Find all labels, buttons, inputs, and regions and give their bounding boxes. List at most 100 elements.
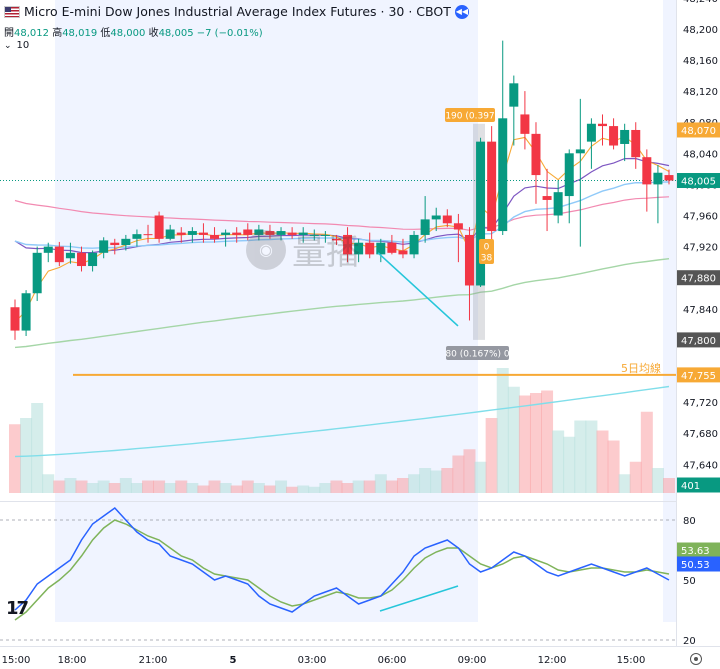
volume-bar <box>663 478 675 493</box>
candle-body <box>376 242 386 255</box>
volume-bar <box>64 478 77 493</box>
candle-body <box>88 252 98 267</box>
price-tick: 47,680 <box>683 429 718 440</box>
volume-bar <box>463 449 476 493</box>
candle-body <box>520 114 530 134</box>
measure-top-label-box <box>445 108 495 122</box>
open-value: 48,012 <box>14 28 49 39</box>
price-label-box <box>677 332 720 348</box>
indicator-label-box <box>677 542 720 558</box>
volume-bar <box>496 368 509 493</box>
time-tick: 21:00 <box>139 655 168 666</box>
chevron-down-icon[interactable]: ⌄ <box>4 40 12 51</box>
candle-body <box>298 232 308 235</box>
watermark-text: 量播 <box>292 233 360 273</box>
volume-bar <box>430 470 443 493</box>
volume-bar <box>142 480 155 493</box>
volume-bar <box>153 480 166 493</box>
volume-bar <box>219 483 232 493</box>
candle-body <box>553 192 563 216</box>
candle-body <box>509 83 519 107</box>
volume-bar <box>618 474 631 493</box>
volume-bar <box>474 461 487 493</box>
price-label-box <box>677 270 720 286</box>
candle-body <box>110 242 120 246</box>
time-tick: 12:00 <box>538 655 567 666</box>
candle-body <box>464 234 474 286</box>
session-highlight-2 <box>663 0 676 622</box>
candle-body <box>176 232 186 235</box>
volume-bar <box>330 480 343 493</box>
candle-body <box>287 232 297 235</box>
indicator-tick: 80 <box>683 516 696 527</box>
candle-body <box>221 232 231 235</box>
candle-body <box>476 141 486 286</box>
indicator-tick: 50 <box>683 576 696 587</box>
candle-body <box>387 242 397 253</box>
symbol-row: Micro E-mini Dow Jones Industrial Averag… <box>4 4 469 19</box>
change-value: −7 (−0.01%) <box>196 28 263 39</box>
indicator-legend[interactable]: ⌄ 10 <box>4 40 29 51</box>
market-status-icon[interactable]: ◀◀ <box>454 4 469 19</box>
candle-body <box>21 293 31 331</box>
indicator-label-box <box>677 556 720 572</box>
volume-bar <box>596 430 609 493</box>
price-label: 401 <box>681 481 700 492</box>
volume-bar <box>341 483 354 493</box>
candle-body <box>431 215 441 220</box>
candle-body <box>642 157 652 185</box>
candle-body <box>54 246 64 263</box>
volume-bar <box>119 478 132 493</box>
price-tick: 47,920 <box>683 243 718 254</box>
price-tick: 47,840 <box>683 305 718 316</box>
candle-body <box>564 153 574 197</box>
volume-bar <box>507 386 520 493</box>
time-tick: 06:00 <box>378 655 407 666</box>
candle-body <box>210 234 220 239</box>
candle-body <box>165 229 175 239</box>
candle-body <box>354 242 364 255</box>
volume-bar <box>175 480 188 493</box>
volume-bar <box>86 483 99 493</box>
price-tick: 48,200 <box>683 25 718 36</box>
candle-body <box>198 232 208 235</box>
volume-bar <box>352 480 365 493</box>
candle-body <box>453 223 463 230</box>
long-term-average-line <box>14 385 670 458</box>
candle-body <box>331 238 341 241</box>
session-highlight <box>55 0 478 622</box>
volume-bar <box>186 483 199 493</box>
measure-mid2-label: 38 <box>481 254 493 264</box>
symbol-title[interactable]: Micro E-mini Dow Jones Industrial Averag… <box>24 4 451 19</box>
us-flag-icon <box>4 5 20 18</box>
watermark: ◉ 量播 <box>246 225 360 274</box>
volume-bar <box>541 390 554 493</box>
volume-bar <box>585 420 598 493</box>
volume-bar <box>629 461 642 493</box>
volume-bar <box>419 468 432 493</box>
measure-bottom-label: 80 (0.167%) 0 <box>445 350 510 360</box>
time-tick: 09:00 <box>458 655 487 666</box>
price-label: 47,755 <box>681 371 716 382</box>
volume-bar <box>263 485 276 493</box>
candle-body <box>276 231 286 235</box>
settings-gear-icon[interactable] <box>690 653 702 665</box>
candle-body <box>575 149 585 154</box>
indicator-trendline <box>379 585 459 612</box>
volume-bar <box>363 480 376 493</box>
price-label-box <box>677 122 720 138</box>
low-value: 48,000 <box>110 28 146 39</box>
candle-body <box>498 118 508 232</box>
indicator-tick: 20 <box>683 636 696 647</box>
price-trendline <box>377 252 459 327</box>
candle-body <box>620 129 630 144</box>
candle-body <box>631 129 641 158</box>
tradingview-logo[interactable]: 17 <box>6 598 29 619</box>
volume-bar <box>319 483 332 493</box>
measure-mid-label-box <box>479 239 494 253</box>
stoch-k-line <box>14 507 670 613</box>
volume-bar <box>108 483 121 493</box>
time-tick: 5 <box>230 655 237 666</box>
candle-body <box>43 246 53 253</box>
